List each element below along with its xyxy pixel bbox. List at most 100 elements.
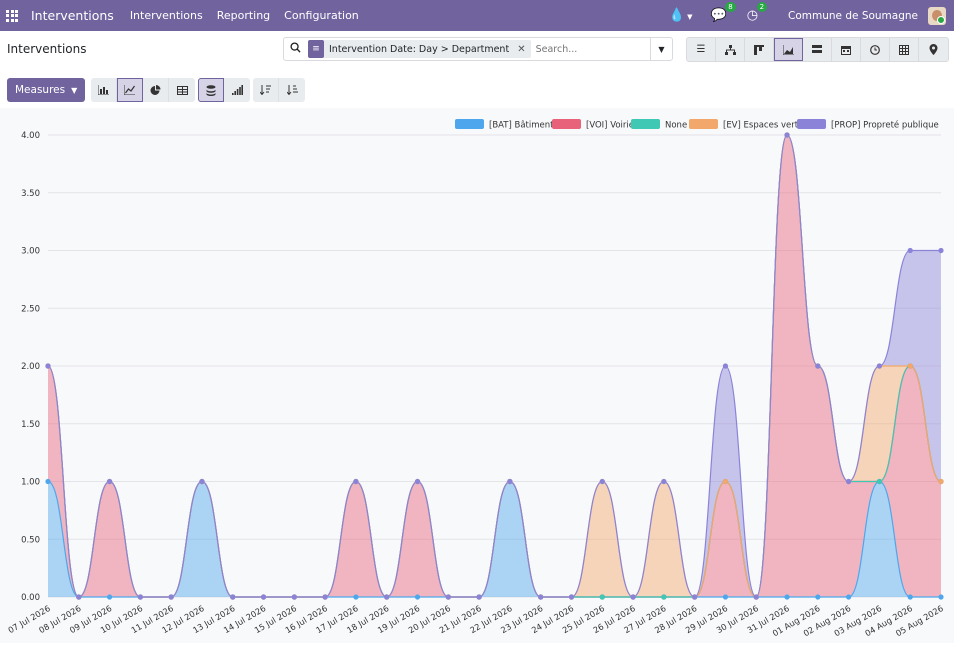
search-options-toggle[interactable]: ▼ (650, 38, 672, 60)
search-bar[interactable]: ≡ Intervention Date: Day > Department ✕ … (283, 37, 673, 61)
data-point (907, 363, 913, 369)
sort-descending-button[interactable] (253, 78, 280, 102)
data-point (384, 594, 390, 600)
activity-badge: 2 (756, 2, 768, 12)
data-point (353, 594, 359, 600)
series-area (48, 135, 941, 597)
view-switcher: ☰ (686, 37, 949, 62)
kanban-view-button[interactable] (745, 38, 774, 61)
sort-group (253, 78, 306, 102)
pie-chart-button[interactable] (143, 78, 170, 102)
search-input[interactable] (535, 43, 656, 55)
data-point (106, 594, 113, 600)
data-point (445, 594, 451, 600)
data-point (507, 478, 513, 485)
data-point (722, 594, 729, 600)
map-view-button[interactable] (919, 38, 948, 61)
legend-item[interactable]: [EV] Espaces verts (689, 119, 803, 131)
cumulative-toggle-button[interactable] (224, 78, 251, 102)
user-avatar[interactable] (928, 6, 946, 25)
measures-dropdown[interactable]: Measures ▼ (7, 78, 86, 102)
data-point (599, 594, 605, 600)
series-area (48, 135, 941, 597)
legend-label: None (665, 121, 687, 131)
stack-options-group (198, 78, 251, 102)
bar-chart-button[interactable] (91, 78, 118, 102)
graph-view-button[interactable] (774, 38, 803, 61)
measures-label: Measures (15, 84, 66, 96)
data-point (414, 478, 421, 485)
spreadsheet-view-button[interactable] (890, 38, 919, 61)
data-point (168, 594, 174, 600)
legend-item[interactable]: None (631, 119, 687, 131)
sort-ascending-button[interactable] (279, 78, 306, 102)
graph-container: 0.00 0.50 1.00 1.50 2.00 2.50 3.00 3.50 4.00 07 J… (0, 108, 954, 643)
chart-type-group (91, 78, 196, 102)
data-point (322, 594, 328, 600)
drop-icon[interactable]: 💧 ▼ (668, 8, 693, 23)
line-chart-button[interactable] (117, 78, 144, 102)
control-panel: Interventions ≡ Intervention Date: Day >… (0, 31, 954, 67)
y-tick-label: 2.00 (21, 362, 40, 372)
y-tick-label: 4.00 (21, 131, 40, 141)
list-view-button[interactable]: ☰ (687, 38, 716, 61)
y-tick-label: 1.00 (21, 478, 40, 488)
groupby-facet[interactable]: ≡ Intervention Date: Day > Department ✕ (308, 40, 531, 58)
data-point (938, 594, 944, 600)
data-point (907, 247, 913, 254)
pivot-view-button[interactable] (803, 38, 832, 61)
legend-item[interactable]: [PROP] Propreté publique (797, 119, 939, 131)
legend-item[interactable]: [BAT] Bâtiments (455, 119, 558, 131)
data-point (538, 594, 544, 600)
data-point (907, 594, 913, 600)
data-point (722, 478, 729, 485)
legend-swatch (631, 119, 660, 129)
data-point (599, 478, 605, 485)
apps-menu-icon[interactable] (6, 9, 18, 22)
data-point (938, 247, 944, 254)
data-point (568, 594, 575, 600)
legend-label: [BAT] Bâtiments (489, 121, 558, 131)
data-point (938, 478, 944, 485)
data-point (106, 478, 113, 485)
hierarchy-view-button[interactable] (716, 38, 745, 61)
app-brand[interactable]: Interventions (31, 8, 114, 23)
data-point (753, 594, 759, 600)
legend-swatch (455, 119, 484, 129)
data-point (353, 478, 359, 485)
data-point (414, 594, 421, 600)
activity-clock-icon[interactable]: ◷ 2 (747, 2, 768, 23)
data-point (230, 594, 236, 600)
legend-label: [PROP] Propreté publique (831, 120, 939, 131)
data-point (692, 594, 698, 600)
data-point (630, 594, 636, 600)
menu-reporting[interactable]: Reporting (216, 9, 271, 22)
table-view-button[interactable] (169, 78, 196, 102)
y-tick-label: 0.00 (21, 593, 40, 603)
data-point (722, 363, 729, 369)
data-point (137, 594, 143, 600)
data-point (876, 478, 883, 485)
company-switcher[interactable]: Commune de Soumagne (788, 9, 918, 22)
legend-item[interactable]: [VOI] Voirie (552, 119, 634, 131)
data-point (476, 594, 482, 600)
data-point (661, 594, 667, 600)
caret-down-icon: ▼ (71, 85, 78, 95)
menu-configuration[interactable]: Configuration (284, 9, 359, 22)
facet-remove-icon[interactable]: ✕ (517, 43, 526, 55)
series-line (47, 134, 941, 598)
stacked-toggle-button[interactable] (198, 78, 225, 102)
graph-toolbar: Measures ▼ (7, 78, 306, 102)
chat-badge: 8 (725, 2, 736, 12)
y-tick-label: 2.50 (21, 304, 40, 314)
data-point (846, 594, 852, 600)
chat-icon[interactable]: 💬 8 (711, 2, 736, 23)
data-point (76, 594, 82, 600)
menu-interventions[interactable]: Interventions (129, 9, 203, 22)
calendar-view-button[interactable] (832, 38, 861, 61)
activity-view-button[interactable] (861, 38, 890, 61)
legend-swatch (689, 119, 718, 129)
legend-swatch (552, 119, 581, 129)
data-point (45, 363, 51, 369)
